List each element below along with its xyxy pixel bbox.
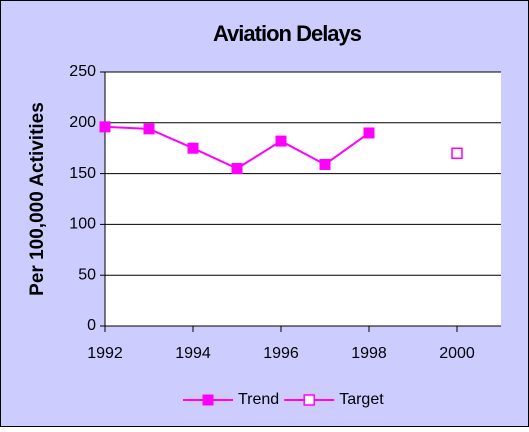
y-tick-label: 150 [69,165,96,182]
x-tick-label: 1992 [87,345,123,362]
marker [143,123,155,135]
y-tick-label: 0 [87,317,96,334]
x-tick-label: 1994 [175,345,211,362]
marker [99,121,111,133]
marker [187,142,199,154]
y-tick-label: 200 [69,114,96,131]
legend-marker [303,394,315,406]
marker [319,158,331,170]
y-axis-label: Per 100,000 Activities [27,102,48,296]
y-tick-label: 250 [69,63,96,80]
x-tick-label: 2000 [439,345,475,362]
legend-label: Trend [238,391,279,408]
legend-label: Target [339,391,384,408]
y-tick-label: 50 [78,266,96,283]
legend-marker [202,394,214,406]
chart-title: Aviation Delays [213,21,362,46]
marker [231,163,243,175]
marker [275,135,287,147]
x-tick-label: 1998 [351,345,387,362]
plot-area [105,72,501,326]
y-tick-label: 100 [69,216,96,233]
marker [363,127,375,139]
marker [451,147,463,160]
x-tick-label: 1996 [263,345,299,362]
